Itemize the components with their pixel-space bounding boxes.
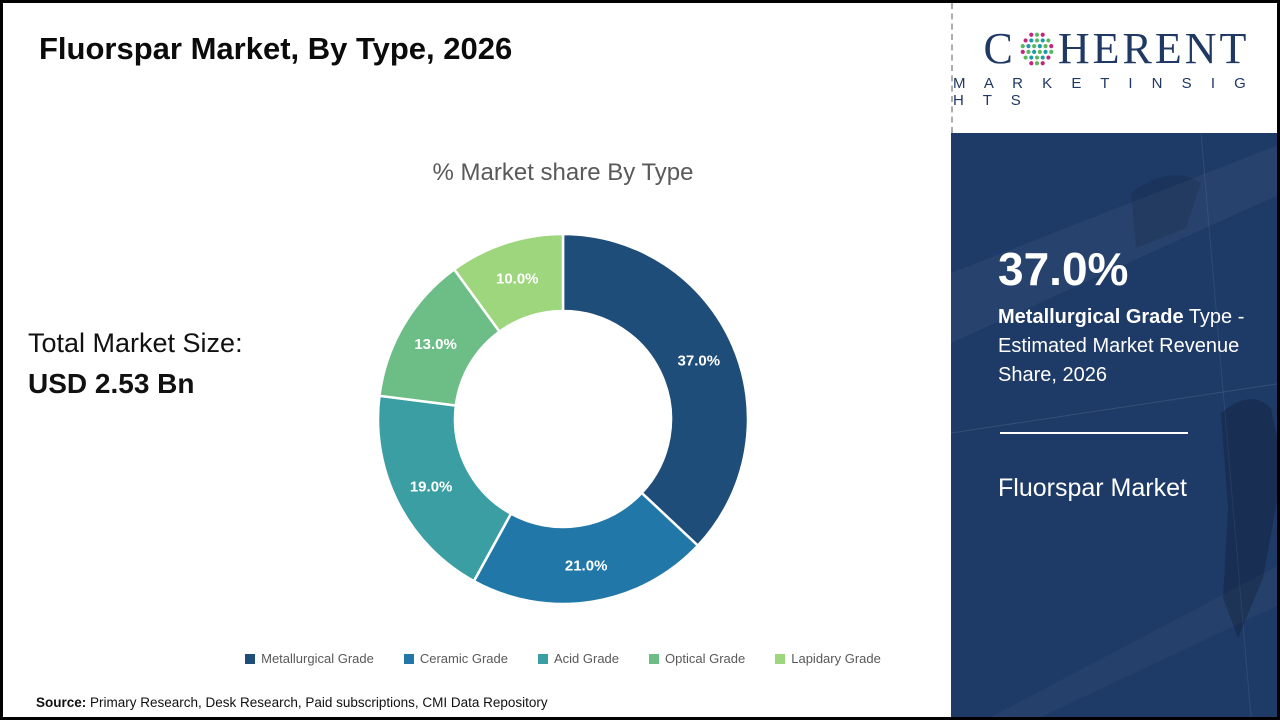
chart-title: % Market share By Type bbox=[432, 159, 694, 186]
donut-slice-acid-grade bbox=[376, 394, 513, 583]
legend-swatch bbox=[403, 653, 414, 664]
chart-region: % Market share By Type 37.0% 21.0% 19.0% 13… bbox=[180, 151, 946, 696]
chart-legend: Metallurgical Grade Ceramic Grade Acid Gra… bbox=[180, 651, 946, 666]
donut-slice-label: 10.0% bbox=[496, 270, 539, 287]
sidebar-market-title: Fluorspar Market bbox=[998, 474, 1187, 503]
logo-letter-c: C bbox=[983, 24, 1016, 73]
legend-item-lapidary-grade: Lapidary Grade bbox=[775, 651, 881, 666]
main-content-area: Fluorspar Market, By Type, 2026 Total Ma… bbox=[3, 3, 948, 717]
legend-label: Metallurgical Grade bbox=[261, 651, 374, 666]
highlight-stat-description: Metallurgical Grade Type - Estimated Mar… bbox=[998, 303, 1254, 390]
legend-item-optical-grade: Optical Grade bbox=[649, 651, 745, 666]
donut-chart-svg: 37.0% 21.0% 19.0% 13.0% 10.0% bbox=[376, 232, 750, 606]
highlight-stat-value: 37.0% bbox=[998, 243, 1129, 295]
legend-swatch bbox=[649, 653, 660, 664]
logo-tagline: M A R K E T I N S I G H T S bbox=[953, 75, 1254, 109]
legend-item-ceramic-grade: Ceramic Grade bbox=[403, 651, 508, 666]
source-label: Source: bbox=[36, 695, 87, 710]
total-market-size-value: USD 2.53 Bn bbox=[28, 368, 195, 399]
logo-letters-rest: HERENT bbox=[1057, 24, 1250, 73]
legend-label: Optical Grade bbox=[665, 651, 746, 666]
donut-slice-label: 13.0% bbox=[414, 336, 457, 353]
legend-label: Ceramic Grade bbox=[419, 651, 508, 666]
logo-panel: C HERENT M A R K E T I N S I G H T S bbox=[951, 3, 1277, 133]
donut-chart: 37.0% 21.0% 19.0% 13.0% 10.0% bbox=[370, 226, 756, 612]
total-market-size-label: Total Market Size: bbox=[28, 328, 243, 358]
source-text: Primary Research, Desk Research, Paid su… bbox=[86, 695, 548, 710]
highlight-stat-bold: Metallurgical Grade bbox=[998, 306, 1184, 329]
source-line: Source: Primary Research, Desk Research,… bbox=[36, 695, 548, 710]
donut-slice-ceramic-grade bbox=[472, 491, 700, 606]
sidebar-content: 37.0% Metallurgical Grade Type - Estimat… bbox=[951, 133, 1277, 503]
legend-label: Acid Grade bbox=[553, 651, 620, 666]
legend-item-metallurgical-grade: Metallurgical Grade bbox=[245, 651, 374, 666]
legend-swatch bbox=[245, 653, 256, 664]
donut-slice-label: 37.0% bbox=[678, 352, 721, 369]
donut-slice-metallurgical-grade bbox=[561, 232, 750, 547]
globe-dots-icon bbox=[1020, 32, 1054, 66]
legend-label: Lapidary Grade bbox=[791, 651, 881, 666]
legend-item-acid-grade: Acid Grade bbox=[537, 651, 620, 666]
sidebar-divider bbox=[1000, 432, 1188, 435]
page-title: Fluorspar Market, By Type, 2026 bbox=[39, 31, 513, 66]
donut-slice-label: 19.0% bbox=[410, 478, 453, 495]
total-market-size-block: Total Market Size: USD 2.53 Bn bbox=[28, 328, 243, 400]
legend-swatch bbox=[537, 653, 548, 664]
brand-logo: C HERENT bbox=[984, 27, 1250, 71]
legend-swatch bbox=[775, 653, 786, 664]
donut-slice-label: 21.0% bbox=[565, 557, 608, 574]
highlight-sidebar: 37.0% Metallurgical Grade Type - Estimat… bbox=[951, 133, 1277, 717]
donut-slice-lapidary-grade bbox=[453, 232, 565, 333]
highlight-stat-rest: Type - Estimated Market Revenue Share, 2… bbox=[998, 306, 1245, 387]
